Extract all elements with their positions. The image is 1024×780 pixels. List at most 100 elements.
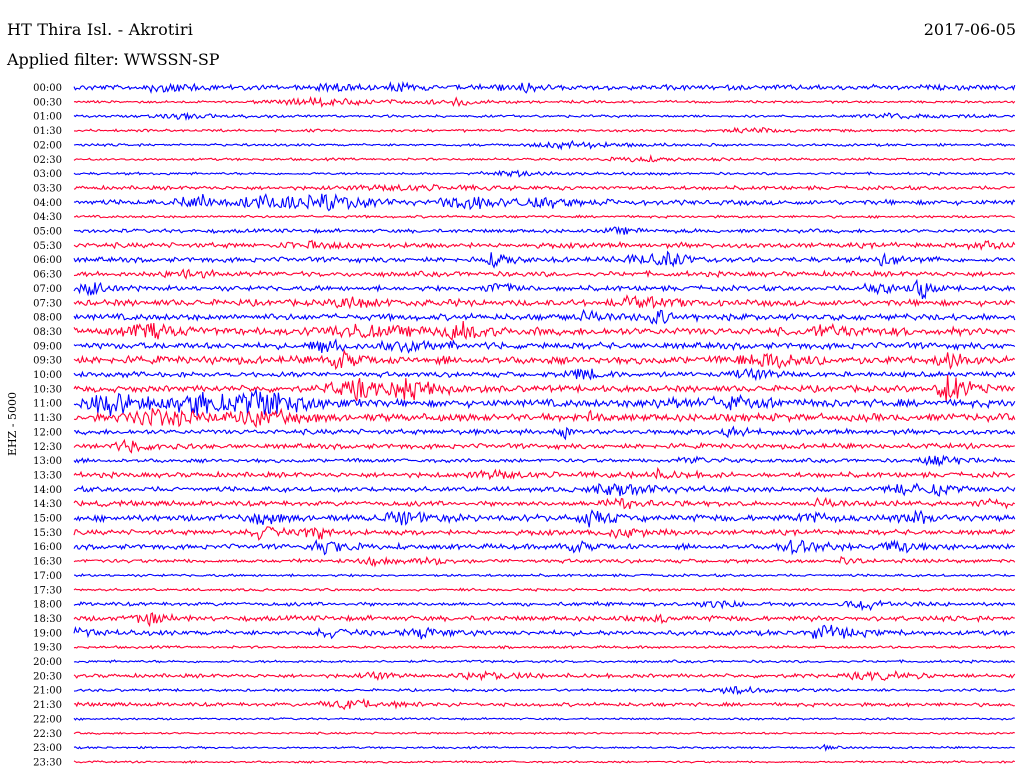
time-label: 16:00 <box>33 542 62 553</box>
trace-line <box>73 239 1016 251</box>
time-label: 23:00 <box>33 743 62 754</box>
filter-value: WWSSN-SP <box>123 50 220 69</box>
time-label: 13:00 <box>33 456 62 467</box>
trace-line <box>73 685 1016 696</box>
trace-line <box>73 407 1016 429</box>
trace-line <box>73 466 1015 481</box>
trace-line <box>73 659 1016 664</box>
time-label: 21:00 <box>33 686 62 697</box>
trace-line <box>73 389 1016 416</box>
time-label: 06:00 <box>33 255 62 266</box>
trace-line <box>73 425 1016 441</box>
time-label: 18:00 <box>33 600 62 611</box>
time-label: 09:00 <box>33 341 62 352</box>
trace-line <box>73 80 1016 95</box>
trace-line <box>73 139 1016 151</box>
time-label: 17:30 <box>33 585 62 596</box>
trace-line <box>73 154 1016 163</box>
time-label: 01:30 <box>33 126 62 137</box>
time-label: 07:30 <box>33 298 62 309</box>
trace-group <box>73 80 1016 764</box>
channel-label-group: EHZ - 5000 <box>6 392 19 456</box>
time-label: 11:00 <box>33 399 62 410</box>
time-label: 18:30 <box>33 614 62 625</box>
trace-line <box>73 555 1016 568</box>
time-label: 10:30 <box>33 384 62 395</box>
time-label: 08:00 <box>33 313 62 324</box>
filter-label-text: Applied filter: <box>7 50 119 69</box>
trace-line <box>73 670 1016 682</box>
time-label: 19:00 <box>33 628 62 639</box>
trace-line <box>73 374 1015 402</box>
trace-line <box>73 193 1016 212</box>
time-label: 12:30 <box>33 442 62 453</box>
trace-line <box>73 743 1015 752</box>
trace-line <box>73 759 1016 764</box>
time-label: 00:00 <box>33 83 62 94</box>
time-label: 04:00 <box>33 198 62 209</box>
time-label: 19:30 <box>33 643 62 654</box>
channel-label: EHZ - 5000 <box>6 392 19 456</box>
date-label: 2017-06-05 <box>923 20 1016 39</box>
filter-label: Applied filter: WWSSN-SP <box>7 50 220 69</box>
trace-line <box>73 308 1016 325</box>
time-label: 05:00 <box>33 227 62 238</box>
time-label: 07:00 <box>33 284 62 295</box>
trace-line <box>73 111 1016 121</box>
time-label: 09:30 <box>33 356 62 367</box>
trace-line <box>73 169 1016 178</box>
trace-line <box>73 438 1015 454</box>
time-label: 02:00 <box>33 140 62 151</box>
trace-line <box>73 496 1016 510</box>
trace-line <box>73 338 1016 354</box>
trace-line <box>73 697 1015 711</box>
time-label: 06:30 <box>33 270 62 281</box>
trace-line <box>73 717 1015 721</box>
time-label: 05:30 <box>33 241 62 252</box>
trace-line <box>73 587 1016 592</box>
trace-line <box>73 624 1016 640</box>
time-label: 03:30 <box>33 183 62 194</box>
trace-line <box>73 612 1015 628</box>
time-label: 12:00 <box>33 427 62 438</box>
time-label: 14:30 <box>33 499 62 510</box>
time-label: 03:00 <box>33 169 62 180</box>
trace-line <box>73 294 1016 310</box>
time-label: 16:30 <box>33 557 62 568</box>
station-title: HT Thira Isl. - Akrotiri <box>7 20 194 39</box>
trace-line <box>74 126 1015 134</box>
trace-line <box>73 278 1016 300</box>
time-label: 15:00 <box>33 514 62 525</box>
trace-line <box>73 526 1016 541</box>
time-label: 01:00 <box>33 112 62 123</box>
time-label: 20:30 <box>33 671 62 682</box>
time-label: 22:00 <box>33 714 62 725</box>
time-label: 02:30 <box>33 155 62 166</box>
time-label: 17:00 <box>33 571 62 582</box>
trace-line <box>73 95 1016 108</box>
time-label-group: 00:00 00:30 01:00 01:30 02:00 02:30 03:00 03:30… <box>33 83 62 768</box>
trace-line <box>73 367 1016 382</box>
trace-line <box>73 538 1016 556</box>
time-label: 23:30 <box>33 757 62 768</box>
trace-line <box>73 183 1016 193</box>
time-label: 04:30 <box>33 212 62 223</box>
time-label: 00:30 <box>33 97 62 108</box>
trace-line <box>73 482 1016 497</box>
trace-line <box>73 731 1015 736</box>
trace-line <box>73 509 1016 528</box>
trace-line <box>74 214 1015 219</box>
time-label: 08:30 <box>33 327 62 338</box>
trace-line <box>73 599 1016 612</box>
time-label: 13:30 <box>33 470 62 481</box>
time-label: 14:00 <box>33 485 62 496</box>
time-label: 11:30 <box>33 413 62 424</box>
trace-line <box>73 573 1015 578</box>
time-label: 10:00 <box>33 370 62 381</box>
trace-line <box>73 268 1016 280</box>
trace-line <box>73 321 1016 342</box>
trace-line <box>73 644 1016 650</box>
time-label: 20:00 <box>33 657 62 668</box>
